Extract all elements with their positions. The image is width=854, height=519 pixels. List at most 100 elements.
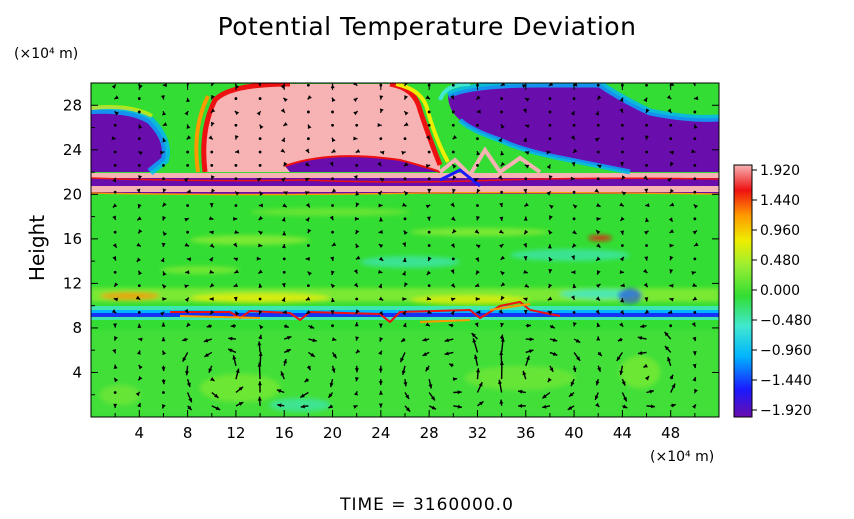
wind-vector — [162, 177, 165, 181]
wind-vector-head — [546, 164, 551, 169]
wind-vector-head — [309, 324, 315, 329]
wind-vector-head — [474, 322, 479, 327]
wind-vector — [137, 163, 141, 167]
wind-vector-head — [571, 161, 576, 167]
wind-vector-head — [692, 336, 697, 342]
wind-vector-field — [111, 83, 699, 413]
wind-vector — [596, 83, 600, 87]
wind-vector-head — [328, 404, 333, 408]
wind-vector-head — [500, 151, 505, 156]
wind-vector-head — [137, 203, 142, 209]
wind-vector-head — [476, 215, 481, 221]
wind-vector-head — [694, 242, 699, 246]
wind-vector-head — [281, 297, 286, 302]
wind-vector — [331, 123, 334, 127]
wind-vector — [451, 83, 455, 87]
wind-vector-head — [112, 243, 117, 248]
wind-vector-head — [597, 351, 602, 356]
wind-vector-head — [331, 283, 336, 289]
wind-vector — [693, 177, 697, 181]
colorbar-tick-label: 0.000 — [760, 283, 800, 299]
wind-vector — [258, 297, 262, 301]
wind-vector-head — [452, 175, 457, 180]
wind-vector-head — [402, 202, 407, 207]
wind-vector-head — [518, 389, 523, 394]
y-tick-label: 4 — [72, 363, 82, 381]
wind-vector-head — [135, 391, 140, 397]
wind-vector-head — [645, 108, 650, 113]
wind-vector-head — [114, 95, 119, 100]
wind-vector-head — [597, 95, 602, 100]
wind-vector-head — [619, 270, 624, 275]
wind-vector — [113, 123, 117, 127]
wind-vector-head — [355, 309, 360, 314]
wind-vector-head — [330, 310, 335, 315]
wind-vector-head — [594, 395, 599, 400]
wind-vector — [331, 177, 334, 181]
wind-vector-head — [620, 298, 625, 303]
wind-vector-head — [620, 230, 625, 235]
wind-vector-head — [209, 230, 214, 235]
wind-vector-head — [113, 323, 118, 328]
wind-vector-head — [161, 379, 166, 385]
wind-vector — [331, 204, 334, 207]
wind-vector — [331, 324, 334, 328]
wind-vector-head — [211, 94, 215, 100]
wind-vector-head — [307, 271, 312, 276]
wind-vector-head — [596, 336, 601, 341]
wind-vector-head — [331, 148, 337, 153]
wind-vector-head — [184, 217, 189, 222]
wind-vector-head — [572, 243, 577, 248]
wind-vector-head — [111, 84, 116, 89]
wind-vector-head — [379, 337, 384, 342]
wind-vector — [137, 97, 141, 100]
wind-vector-head — [162, 202, 167, 207]
wind-vector-head — [182, 357, 187, 362]
wind-vector — [355, 123, 359, 127]
wind-vector-head — [664, 331, 669, 337]
wind-vector-head — [498, 175, 503, 180]
wind-vector-head — [258, 215, 264, 221]
wind-vector-head — [500, 337, 505, 342]
wind-vector-head — [620, 283, 625, 288]
wind-vector-head — [476, 188, 481, 194]
wind-vector-head — [619, 97, 624, 102]
wind-vector — [500, 190, 504, 194]
wind-vector-head — [547, 244, 552, 249]
wind-vector-head — [596, 270, 601, 275]
wind-vector-head — [163, 231, 167, 237]
wind-vector-head — [550, 324, 555, 329]
wind-vector-head — [355, 243, 360, 249]
wind-vector-head — [425, 366, 430, 372]
wind-vector-head — [331, 368, 336, 373]
wind-vector — [548, 123, 552, 127]
wind-vector-head — [283, 191, 288, 195]
wind-vector-head — [403, 230, 408, 235]
wind-vector-head — [378, 350, 382, 356]
wind-vector-head — [187, 405, 192, 411]
wind-vector-head — [619, 256, 624, 262]
wind-vector-head — [500, 161, 506, 167]
wind-vector — [306, 137, 310, 141]
wind-vector-head — [258, 243, 263, 248]
wind-vector-head — [523, 309, 528, 314]
wind-vector — [500, 97, 504, 100]
wind-vector-head — [307, 228, 312, 234]
wind-vector — [113, 163, 117, 167]
wind-vector — [451, 257, 455, 261]
wind-vector — [234, 204, 238, 207]
wind-vector-head — [136, 257, 141, 262]
wind-vector — [258, 97, 262, 100]
wind-vector-head — [256, 111, 261, 116]
wind-vector-head — [186, 124, 191, 129]
wind-vector-head — [472, 338, 477, 343]
wind-vector-head — [233, 296, 238, 301]
wind-vector — [234, 163, 238, 167]
wind-vector-head — [667, 108, 672, 113]
wind-vector-head — [524, 202, 529, 207]
wind-vector-head — [547, 296, 553, 301]
wind-vector-head — [256, 256, 261, 261]
wind-vector-head — [570, 111, 575, 116]
wind-vector-head — [186, 97, 191, 103]
